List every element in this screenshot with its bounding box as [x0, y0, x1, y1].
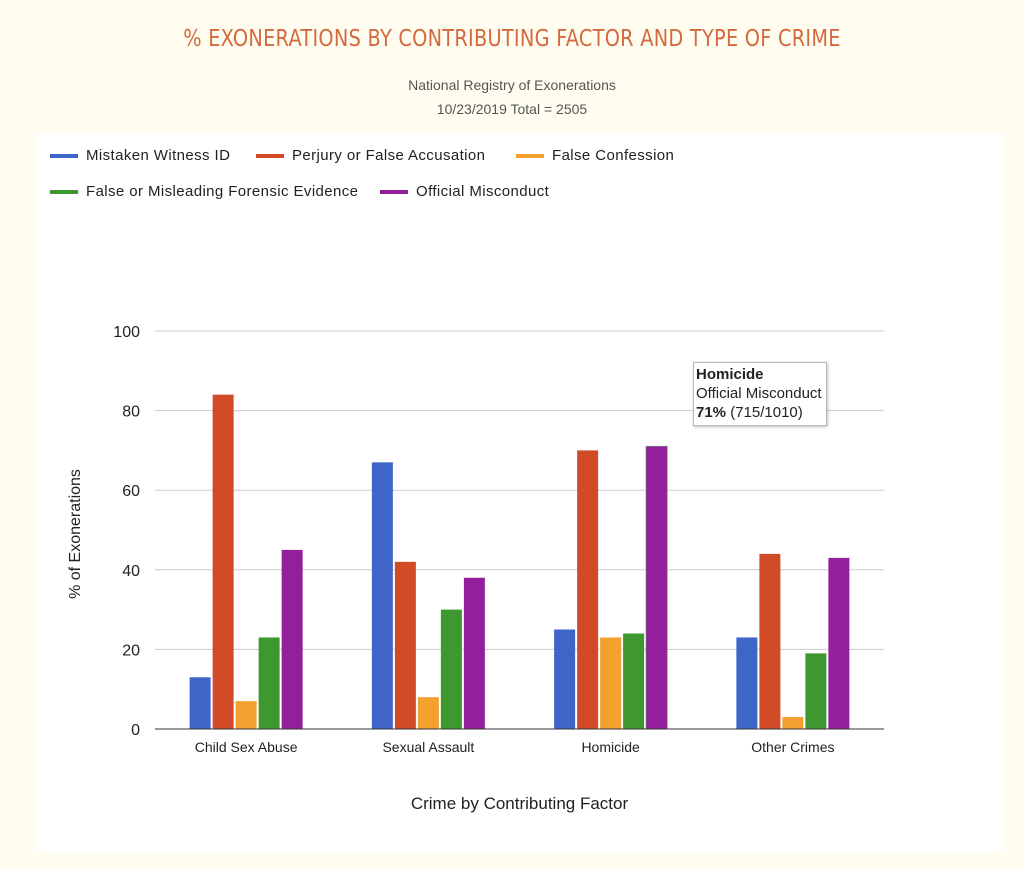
- chart-subtitle-date-total: 10/23/2019 Total = 2505: [436, 101, 588, 117]
- legend-swatch-official-misconduct: [380, 189, 408, 194]
- x-tick-label-homicide: Homicide: [581, 739, 640, 755]
- legend-label-official-misconduct: Official Misconduct: [416, 183, 550, 200]
- legend-swatch-perjury-or-false-accusation: [256, 153, 284, 158]
- bar-chart: 0 20 40 60 80 100 Child Sex Abuse Sexual Assaul…: [67, 324, 884, 813]
- bar-sexual-assault-official-misconduct: [463, 577, 485, 729]
- legend-item-mistaken-witness-id[interactable]: Mistaken Witness ID: [50, 147, 230, 164]
- bar-child-sex-abuse-official-misconduct: [281, 549, 303, 729]
- legend-item-false-confession[interactable]: False Confession: [516, 147, 674, 164]
- legend-label-perjury-or-false-accusation: Perjury or False Accusation: [292, 147, 486, 164]
- tooltip-series: Official Misconduct: [696, 385, 822, 402]
- bar-sexual-assault-perjury-or-false-accusation: [394, 561, 416, 729]
- bar-other-crimes-perjury-or-false-accusation: [759, 553, 781, 729]
- legend-swatch-mistaken-witness-id: [50, 153, 78, 158]
- y-tick-label: 40: [122, 563, 140, 580]
- chart-subtitle-source: National Registry of Exonerations: [408, 77, 616, 93]
- y-tick-label: 20: [122, 642, 140, 659]
- y-tick-label: 80: [122, 404, 140, 421]
- legend-item-official-misconduct[interactable]: Official Misconduct: [380, 183, 549, 200]
- y-tick-label: 0: [131, 722, 140, 739]
- tooltip-percent: 71%: [696, 404, 727, 421]
- bar-other-crimes-official-misconduct: [828, 557, 850, 729]
- chart-title: % EXONERATIONS BY CONTRIBUTING FACTOR AN…: [183, 26, 841, 52]
- legend-label-false-confession: False Confession: [552, 147, 675, 164]
- x-axis-title: Crime by Contributing Factor: [411, 794, 629, 813]
- bar-sexual-assault-false-or-misleading-forensic-evidence: [440, 609, 462, 729]
- y-tick-label: 100: [113, 324, 140, 341]
- legend-item-false-or-misleading-forensic-evidence[interactable]: False or Misleading Forensic Evidence: [50, 183, 358, 200]
- x-tick-label-sexual-assault: Sexual Assault: [382, 739, 474, 755]
- y-axis-title: % of Exonerations: [67, 469, 84, 599]
- bar-homicide-perjury-or-false-accusation: [577, 450, 599, 729]
- bar-other-crimes-false-confession: [782, 717, 804, 729]
- bar-other-crimes-false-or-misleading-forensic-evidence: [805, 653, 827, 729]
- tooltip-category: Homicide: [696, 366, 764, 383]
- bar-sexual-assault-mistaken-witness-id: [371, 462, 393, 729]
- legend-label-mistaken-witness-id: Mistaken Witness ID: [86, 147, 231, 164]
- chart-legend: Mistaken Witness ID Perjury or False Accu…: [36, 134, 1004, 214]
- legend-swatch-false-confession: [516, 153, 544, 158]
- tooltip-detail: (715/1010): [726, 404, 803, 421]
- bar-child-sex-abuse-false-or-misleading-forensic-evidence: [258, 637, 280, 729]
- bar-child-sex-abuse-perjury-or-false-accusation: [212, 394, 234, 729]
- bar-child-sex-abuse-mistaken-witness-id: [189, 677, 211, 729]
- legend-item-perjury-or-false-accusation[interactable]: Perjury or False Accusation: [256, 147, 485, 164]
- x-tick-label-other-crimes: Other Crimes: [751, 739, 834, 755]
- bar-homicide-false-confession: [600, 637, 622, 729]
- legend-label-false-or-misleading-forensic-evidence: False or Misleading Forensic Evidence: [86, 183, 359, 200]
- legend-swatch-false-or-misleading-forensic-evidence: [50, 189, 78, 194]
- bar-homicide-official-misconduct: [645, 445, 668, 730]
- chart-panel: Mistaken Witness ID Perjury or False Accu…: [36, 134, 1004, 852]
- bar-homicide-mistaken-witness-id: [554, 629, 576, 729]
- bar-child-sex-abuse-false-confession: [235, 701, 257, 729]
- bar-homicide-false-or-misleading-forensic-evidence: [623, 633, 645, 729]
- bar-tooltip: Homicide Official Misconduct 71% (715/10…: [693, 362, 827, 426]
- bar-sexual-assault-false-confession: [417, 697, 439, 729]
- bar-other-crimes-mistaken-witness-id: [736, 637, 758, 729]
- y-tick-label: 60: [122, 483, 140, 500]
- x-tick-label-child-sex-abuse: Child Sex Abuse: [195, 739, 298, 755]
